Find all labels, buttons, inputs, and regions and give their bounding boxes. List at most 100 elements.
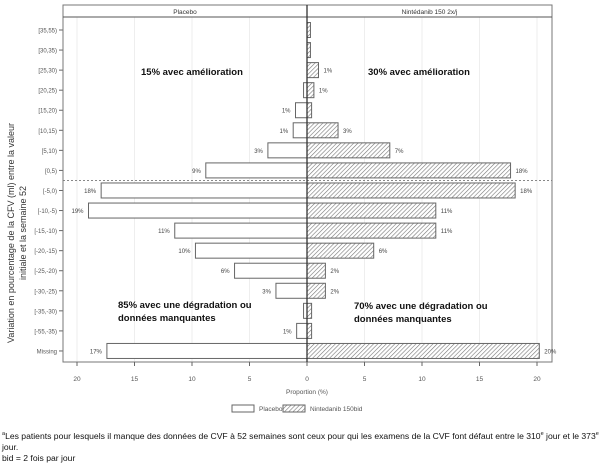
y-tick-label: [0,5) bbox=[45, 169, 57, 175]
placebo-data-label: 11% bbox=[158, 229, 170, 235]
x-tick-label-left: 15 bbox=[131, 376, 139, 383]
placebo-data-label: 19% bbox=[71, 209, 84, 215]
panel-header-placebo: Placebo bbox=[173, 9, 197, 16]
footnote-sup: e bbox=[540, 431, 544, 437]
placebo-bar bbox=[174, 222, 308, 239]
nintedanib-data-label: 2% bbox=[330, 289, 339, 295]
nintedanib-bar bbox=[306, 222, 437, 239]
y-tick-label: [-20,-15) bbox=[34, 249, 57, 255]
nintedanib-bar bbox=[306, 162, 512, 179]
nintedanib-bar bbox=[306, 322, 313, 339]
footnote-text: jour et le 373 bbox=[543, 430, 596, 441]
y-tick-label: [-10,-5) bbox=[38, 209, 57, 215]
footnote-text: Les patients pour lesquels il manque des… bbox=[5, 430, 541, 441]
placebo-bar bbox=[205, 162, 308, 179]
x-tick-label-left: 5 bbox=[248, 376, 252, 383]
annotation-nintedanib-improvement: 30% avec amélioration bbox=[368, 67, 470, 78]
y-tick-label: [-15,-10) bbox=[34, 229, 57, 235]
placebo-bar bbox=[295, 102, 308, 119]
y-tick-label: [-25,-20) bbox=[34, 269, 57, 275]
annotation-nintedanib-worsening: données manquantes bbox=[354, 314, 452, 325]
placebo-data-label: 1% bbox=[282, 109, 291, 115]
x-tick-label-right: 15 bbox=[476, 376, 484, 383]
nintedanib-data-label: 18% bbox=[516, 169, 529, 175]
placebo-bar bbox=[296, 322, 308, 339]
placebo-data-label: 1% bbox=[283, 329, 292, 335]
y-tick-label: [35,55) bbox=[38, 29, 57, 35]
placebo-data-label: 17% bbox=[90, 349, 103, 355]
nintedanib-bar bbox=[306, 62, 319, 79]
x-tick-label-right: 20 bbox=[533, 376, 541, 383]
annotation-placebo-improvement: 15% avec amélioration bbox=[141, 67, 243, 78]
y-tick-label: [-5,0) bbox=[43, 189, 57, 195]
placebo-data-label: 6% bbox=[221, 269, 230, 275]
placebo-data-label: 3% bbox=[262, 289, 271, 295]
nintedanib-data-label: 7% bbox=[395, 149, 404, 155]
nintedanib-bar bbox=[306, 202, 437, 219]
legend-swatch-placebo bbox=[231, 404, 255, 413]
legend-label-placebo: Placebo bbox=[259, 406, 283, 413]
legend-label-nintedanib: Nintedanib 150bid bbox=[310, 406, 363, 413]
nintedanib-data-label: 20% bbox=[544, 349, 557, 355]
placebo-bar bbox=[106, 342, 308, 359]
y-axis-label: initiale et la semaine 52 bbox=[18, 186, 28, 280]
placebo-data-label: 10% bbox=[178, 249, 191, 255]
x-tick-label-left: 10 bbox=[188, 376, 196, 383]
x-tick-label-right: 10 bbox=[418, 376, 426, 383]
placebo-data-label: 9% bbox=[192, 169, 201, 175]
nintedanib-bar bbox=[306, 82, 315, 99]
placebo-data-label: 1% bbox=[280, 129, 289, 135]
annotation-placebo-worsening: 85% avec une dégradation ou bbox=[118, 300, 252, 311]
nintedanib-data-label: 11% bbox=[441, 209, 453, 215]
panel-header-nintedanib: Nintédanib 150 2x/j bbox=[402, 9, 458, 16]
placebo-data-label: 18% bbox=[84, 189, 97, 195]
x-tick-label-left: 20 bbox=[73, 376, 81, 383]
nintedanib-bar bbox=[306, 122, 339, 139]
placebo-bar bbox=[88, 202, 308, 219]
y-axis-label: Variation en pourcentage de la CFV (ml) … bbox=[6, 123, 16, 343]
nintedanib-bar bbox=[306, 182, 516, 199]
nintedanib-bar bbox=[306, 242, 375, 259]
y-tick-label: [10,15) bbox=[38, 129, 57, 135]
nintedanib-bar bbox=[306, 342, 540, 359]
placebo-bar bbox=[194, 242, 308, 259]
placebo-bar bbox=[100, 182, 308, 199]
y-tick-label: Missing bbox=[37, 349, 57, 355]
footnote-marker: a bbox=[2, 431, 6, 437]
placebo-bar bbox=[267, 142, 308, 159]
footnote-bid: bid = 2 fois par jour bbox=[2, 452, 76, 463]
placebo-bar bbox=[234, 262, 308, 279]
nintedanib-data-label: 2% bbox=[330, 269, 339, 275]
nintedanib-data-label: 6% bbox=[379, 249, 388, 255]
placebo-data-label: 3% bbox=[254, 149, 263, 155]
x-tick-label-right: 5 bbox=[363, 376, 367, 383]
nintedanib-data-label: 1% bbox=[319, 89, 328, 95]
nintedanib-data-label: 11% bbox=[441, 229, 453, 235]
y-tick-label: [25,30) bbox=[38, 69, 57, 75]
y-tick-label: [-35,-30) bbox=[34, 309, 57, 315]
annotation-placebo-worsening: données manquantes bbox=[118, 313, 216, 324]
y-tick-label: [-30,-25) bbox=[34, 289, 57, 295]
y-tick-label: [15,20) bbox=[38, 109, 57, 115]
placebo-bar bbox=[275, 282, 308, 299]
legend-swatch-nintedanib bbox=[282, 404, 306, 413]
x-tick-label-left: 0 bbox=[305, 376, 309, 383]
x-axis-label: Proportion (%) bbox=[286, 389, 328, 396]
nintedanib-bar bbox=[306, 102, 313, 119]
nintedanib-data-label: 1% bbox=[324, 69, 333, 75]
nintedanib-bar bbox=[306, 302, 313, 319]
y-tick-label: [30,35) bbox=[38, 49, 57, 55]
y-tick-label: [-55,-35) bbox=[34, 329, 57, 335]
placebo-bar bbox=[292, 122, 308, 139]
footnote-text: jour. bbox=[2, 441, 19, 452]
y-tick-label: [20,25) bbox=[38, 89, 57, 95]
footnote: aLes patients pour lesquels il manque de… bbox=[2, 429, 606, 464]
nintedanib-bar bbox=[306, 262, 326, 279]
footnote-sup: e bbox=[595, 431, 599, 437]
nintedanib-bar bbox=[306, 282, 326, 299]
y-tick-label: [5,10) bbox=[42, 149, 57, 155]
annotation-nintedanib-worsening: 70% avec une dégradation ou bbox=[354, 301, 488, 312]
nintedanib-bar bbox=[306, 142, 391, 159]
nintedanib-data-label: 3% bbox=[343, 129, 352, 135]
